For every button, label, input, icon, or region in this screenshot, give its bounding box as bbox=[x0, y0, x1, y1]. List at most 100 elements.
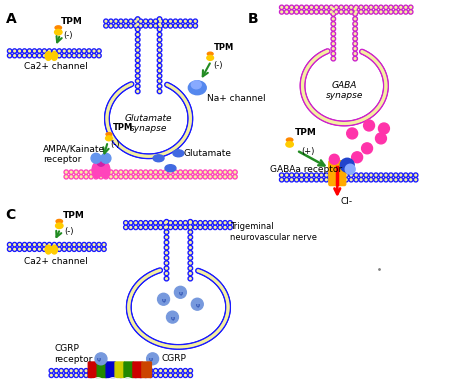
Circle shape bbox=[354, 38, 356, 40]
Circle shape bbox=[281, 7, 283, 8]
Circle shape bbox=[364, 120, 374, 131]
Circle shape bbox=[227, 310, 229, 312]
Circle shape bbox=[164, 24, 168, 28]
Circle shape bbox=[358, 118, 363, 123]
Circle shape bbox=[129, 151, 134, 155]
Circle shape bbox=[148, 337, 152, 342]
Circle shape bbox=[121, 147, 123, 149]
Circle shape bbox=[103, 249, 105, 250]
Circle shape bbox=[168, 170, 173, 174]
Circle shape bbox=[280, 5, 284, 9]
Circle shape bbox=[208, 225, 212, 230]
Circle shape bbox=[383, 77, 388, 82]
Circle shape bbox=[153, 155, 155, 157]
Circle shape bbox=[137, 54, 138, 56]
Circle shape bbox=[194, 20, 196, 22]
Circle shape bbox=[351, 120, 356, 125]
Circle shape bbox=[188, 107, 190, 109]
Circle shape bbox=[290, 173, 294, 177]
Circle shape bbox=[188, 126, 190, 128]
Circle shape bbox=[370, 179, 372, 180]
Circle shape bbox=[209, 335, 214, 339]
Circle shape bbox=[93, 249, 95, 250]
Circle shape bbox=[127, 85, 129, 87]
Circle shape bbox=[334, 177, 338, 182]
Circle shape bbox=[95, 171, 97, 173]
Circle shape bbox=[182, 96, 183, 98]
Circle shape bbox=[384, 10, 388, 14]
Circle shape bbox=[223, 322, 225, 324]
Circle shape bbox=[159, 342, 164, 347]
Circle shape bbox=[122, 147, 124, 149]
Circle shape bbox=[330, 121, 332, 123]
Circle shape bbox=[106, 107, 110, 111]
Circle shape bbox=[322, 117, 327, 121]
Circle shape bbox=[14, 55, 16, 56]
Circle shape bbox=[280, 173, 284, 177]
Circle shape bbox=[194, 176, 196, 177]
Circle shape bbox=[178, 144, 180, 145]
Circle shape bbox=[205, 340, 207, 341]
Circle shape bbox=[158, 24, 163, 28]
Circle shape bbox=[75, 370, 77, 371]
Circle shape bbox=[173, 88, 175, 89]
Circle shape bbox=[216, 281, 218, 282]
Circle shape bbox=[83, 244, 85, 245]
Circle shape bbox=[68, 55, 70, 56]
Circle shape bbox=[161, 343, 165, 347]
Circle shape bbox=[8, 49, 12, 53]
Circle shape bbox=[342, 123, 344, 124]
Circle shape bbox=[88, 50, 90, 52]
Circle shape bbox=[228, 221, 232, 225]
Circle shape bbox=[115, 91, 119, 96]
Circle shape bbox=[148, 338, 150, 340]
Circle shape bbox=[226, 317, 228, 318]
Circle shape bbox=[314, 58, 316, 60]
Circle shape bbox=[309, 5, 314, 9]
Circle shape bbox=[22, 53, 27, 58]
Circle shape bbox=[170, 150, 172, 151]
Circle shape bbox=[133, 152, 137, 156]
Circle shape bbox=[34, 50, 35, 52]
Circle shape bbox=[165, 252, 167, 254]
Circle shape bbox=[213, 221, 218, 225]
Circle shape bbox=[200, 176, 201, 177]
Circle shape bbox=[310, 59, 315, 63]
Circle shape bbox=[140, 332, 145, 337]
Circle shape bbox=[90, 171, 92, 173]
Circle shape bbox=[157, 22, 162, 26]
Circle shape bbox=[111, 135, 113, 137]
Circle shape bbox=[128, 296, 132, 300]
Circle shape bbox=[159, 91, 160, 92]
Circle shape bbox=[167, 151, 169, 153]
Circle shape bbox=[304, 68, 308, 73]
Circle shape bbox=[301, 88, 305, 93]
Circle shape bbox=[330, 11, 332, 13]
Text: Trigeminal
neurovascular nerve: Trigeminal neurovascular nerve bbox=[230, 222, 317, 242]
Circle shape bbox=[167, 344, 172, 349]
Circle shape bbox=[216, 329, 220, 333]
Circle shape bbox=[164, 175, 168, 179]
Circle shape bbox=[331, 21, 336, 26]
Circle shape bbox=[135, 222, 137, 224]
Circle shape bbox=[128, 368, 133, 373]
Circle shape bbox=[148, 272, 152, 277]
Circle shape bbox=[290, 177, 294, 182]
Circle shape bbox=[200, 340, 204, 344]
Circle shape bbox=[137, 49, 138, 51]
Circle shape bbox=[84, 175, 88, 179]
Circle shape bbox=[306, 68, 308, 70]
Circle shape bbox=[153, 154, 158, 158]
Circle shape bbox=[304, 96, 305, 98]
Circle shape bbox=[203, 272, 208, 276]
Circle shape bbox=[164, 345, 166, 347]
Circle shape bbox=[151, 270, 156, 275]
Circle shape bbox=[69, 373, 73, 377]
Circle shape bbox=[301, 86, 303, 88]
Circle shape bbox=[138, 175, 143, 179]
Circle shape bbox=[403, 173, 408, 177]
Circle shape bbox=[190, 257, 191, 259]
Circle shape bbox=[220, 327, 221, 329]
Circle shape bbox=[307, 67, 309, 68]
Text: TPM: TPM bbox=[61, 17, 83, 26]
